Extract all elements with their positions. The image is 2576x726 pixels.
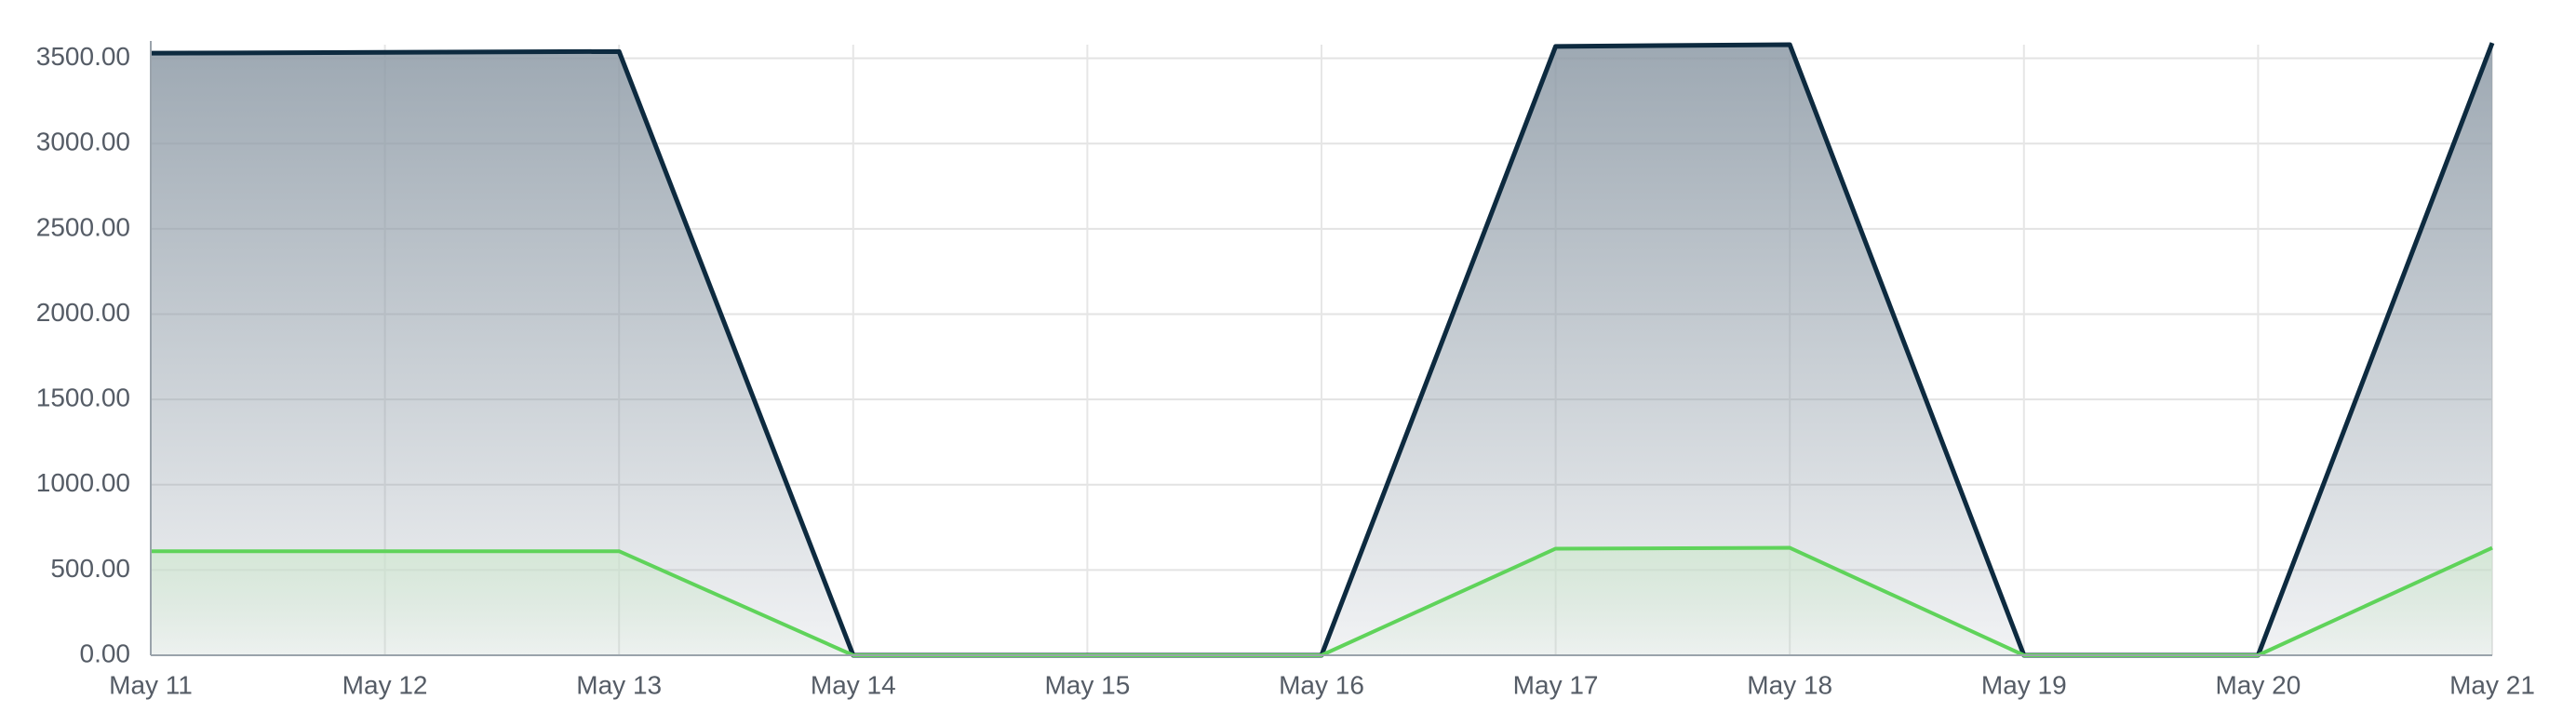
y-tick-label: 3500.00 xyxy=(36,42,130,71)
y-tick-label: 1000.00 xyxy=(36,468,130,497)
y-tick-label: 500.00 xyxy=(50,554,130,583)
x-tick-label: May 16 xyxy=(1279,670,1364,699)
y-tick-label: 2500.00 xyxy=(36,212,130,241)
y-tick-label: 2000.00 xyxy=(36,298,130,327)
x-tick-label: May 17 xyxy=(1513,670,1599,699)
x-tick-label: May 11 xyxy=(109,670,193,699)
y-tick-label: 1500.00 xyxy=(36,383,130,412)
x-tick-label: May 18 xyxy=(1747,670,1832,699)
y-tick-label: 0.00 xyxy=(80,639,131,667)
x-tick-label: May 19 xyxy=(1981,670,2067,699)
area xyxy=(151,547,2492,655)
y-tick-label: 3000.00 xyxy=(36,128,130,156)
x-tick-label: May 13 xyxy=(576,670,662,699)
x-tick-label: May 14 xyxy=(811,670,896,699)
x-tick-label: May 12 xyxy=(342,670,428,699)
x-tick-label: May 21 xyxy=(2449,670,2535,699)
area xyxy=(151,43,2492,655)
x-tick-label: May 15 xyxy=(1044,670,1130,699)
x-tick-label: May 20 xyxy=(2215,670,2301,699)
